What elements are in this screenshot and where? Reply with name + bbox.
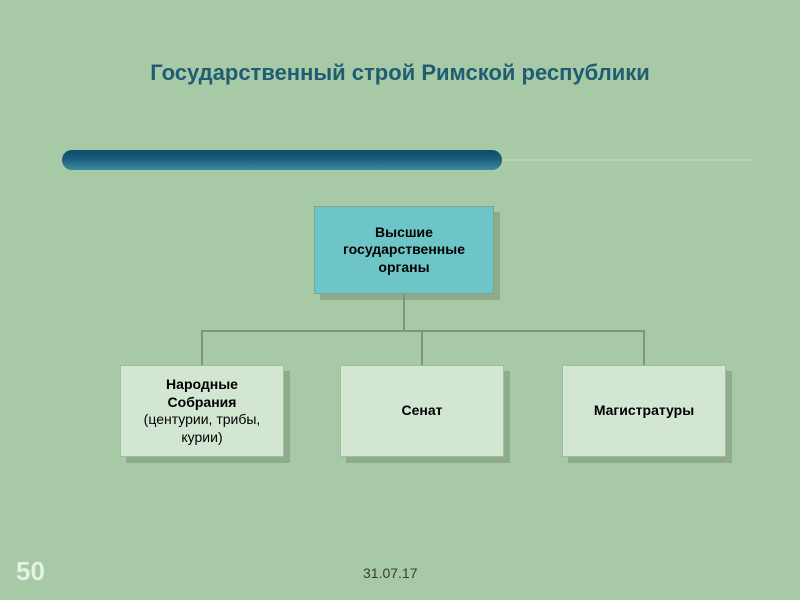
divider-tail — [502, 159, 752, 161]
child-box-0: НародныеСобрания(центурии, трибы,курии) — [120, 365, 284, 457]
connector-h-main — [202, 330, 644, 332]
divider-bar — [62, 150, 502, 170]
connector-drop-2 — [643, 330, 645, 365]
root-box: Высшиегосударственныеорганы — [314, 206, 494, 294]
connector-drop-0 — [201, 330, 203, 365]
child-box-2: Магистратуры — [562, 365, 726, 457]
date-text: 31.07.17 — [363, 565, 418, 581]
slide-title: Государственный строй Римской республики — [0, 60, 800, 86]
connector-v-main — [403, 294, 405, 330]
child-box-1: Сенат — [340, 365, 504, 457]
connector-drop-1 — [421, 330, 423, 365]
page-number: 50 — [16, 556, 45, 587]
